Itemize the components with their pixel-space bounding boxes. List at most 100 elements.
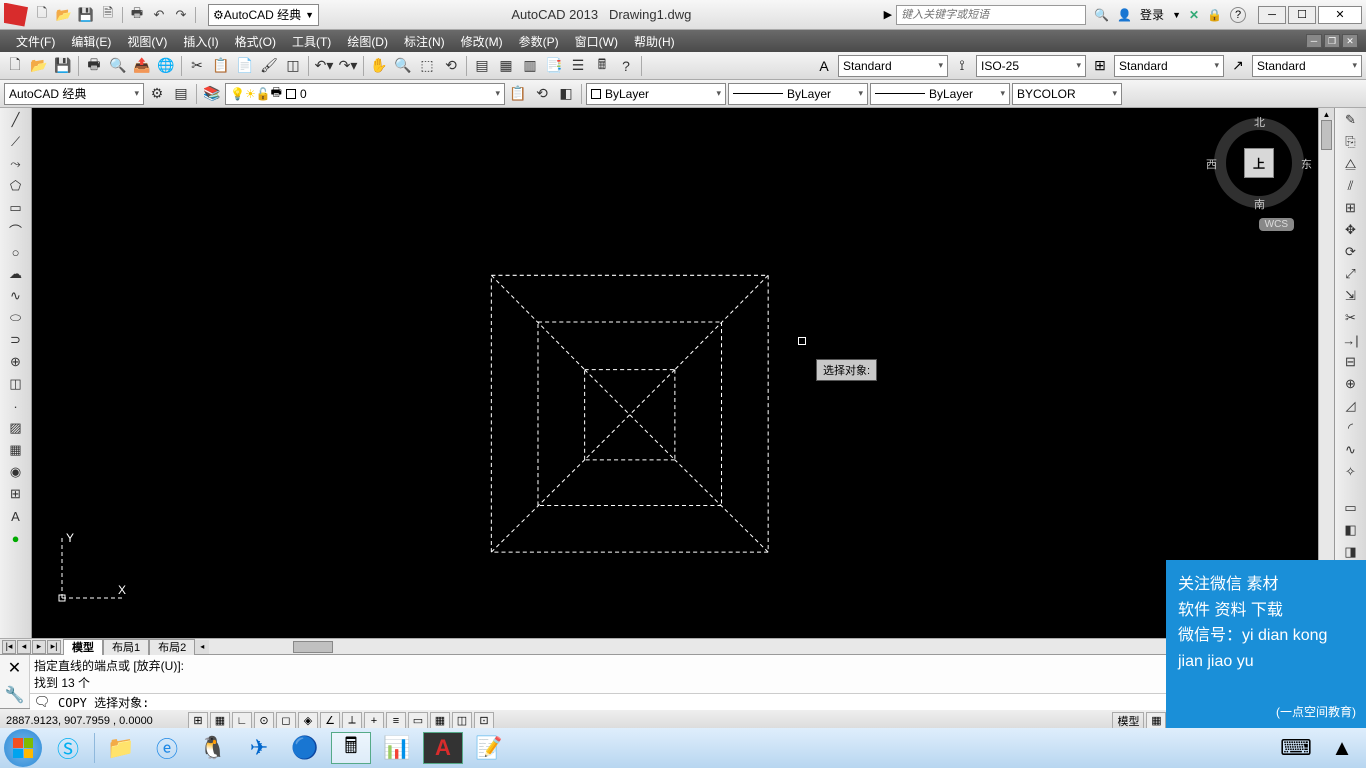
dimstyle-icon[interactable]: ⟟ xyxy=(950,55,974,77)
markup-icon[interactable]: ☰ xyxy=(567,55,589,77)
ellipsearc-icon[interactable]: ⊃ xyxy=(5,330,27,350)
toolpalette-icon[interactable]: ▥ xyxy=(519,55,541,77)
blend-icon[interactable]: ∿ xyxy=(1340,440,1362,460)
notes-icon[interactable]: 📝 xyxy=(469,732,509,764)
drawfront-icon[interactable]: ◧ xyxy=(1340,520,1362,540)
point-icon[interactable]: · xyxy=(5,396,27,416)
menu-item[interactable]: 标注(N) xyxy=(396,31,453,52)
matchprop-icon[interactable]: 🖌 xyxy=(258,55,280,77)
insert-icon[interactable]: ⊕ xyxy=(5,352,27,372)
saveas-icon[interactable]: 🗎 xyxy=(98,5,118,25)
help-icon[interactable]: ? xyxy=(1230,7,1246,23)
explode-icon[interactable]: ✧ xyxy=(1340,462,1362,482)
pan-icon[interactable]: ✋ xyxy=(368,55,390,77)
grid-button[interactable]: ▦ xyxy=(210,712,230,730)
stretch-icon[interactable]: ⇲ xyxy=(1340,286,1362,306)
dyn-button[interactable]: + xyxy=(364,712,384,730)
linetype-dropdown[interactable]: ByLayer▾ xyxy=(728,83,868,105)
chamfer-icon[interactable]: ◿ xyxy=(1340,396,1362,416)
quickview-layouts-icon[interactable]: ▦ xyxy=(1146,712,1166,730)
layer-dropdown[interactable]: 💡 ☀ 🔓 🖶 0▾ xyxy=(225,83,505,105)
app-logo-icon[interactable] xyxy=(4,3,28,27)
erase-icon[interactable]: ✎ xyxy=(1340,110,1362,130)
am-button[interactable]: ⊡ xyxy=(474,712,494,730)
lwt-button[interactable]: ≡ xyxy=(386,712,406,730)
drawrect-icon[interactable]: ▭ xyxy=(1340,498,1362,518)
skype-icon[interactable]: Ⓢ xyxy=(48,732,88,764)
undo-icon[interactable]: ↶▾ xyxy=(313,55,335,77)
menu-item[interactable]: 工具(T) xyxy=(284,31,339,52)
viewcube[interactable]: 上 北 南 东 西 xyxy=(1214,118,1304,208)
array-icon[interactable]: ⊞ xyxy=(1340,198,1362,218)
addselected-icon[interactable]: ● xyxy=(5,528,27,548)
autocad-task-icon[interactable]: A xyxy=(423,732,463,764)
print-icon[interactable]: 🖶 xyxy=(127,5,147,25)
menu-item[interactable]: 修改(M) xyxy=(453,31,511,52)
tray-keyboard-icon[interactable]: ⌨ xyxy=(1276,732,1316,764)
arc-icon[interactable]: ⌒ xyxy=(5,220,27,240)
mleaderstyle-dropdown[interactable]: Standard▾ xyxy=(1252,55,1362,77)
circle-icon[interactable]: ○ xyxy=(5,242,27,262)
extend-icon[interactable]: →| xyxy=(1340,330,1362,350)
scale-icon[interactable]: ⤢ xyxy=(1340,264,1362,284)
menu-item[interactable]: 编辑(E) xyxy=(63,31,119,52)
vertical-scrollbar[interactable]: ▲ ▼ xyxy=(1318,108,1334,624)
ellipse-icon[interactable]: ⬭ xyxy=(5,308,27,328)
search-input[interactable] xyxy=(896,5,1086,25)
hatch-icon[interactable]: ▨ xyxy=(5,418,27,438)
break-icon[interactable]: ⊟ xyxy=(1340,352,1362,372)
360-icon[interactable]: 🔵 xyxy=(285,732,325,764)
new-icon[interactable]: 🗋 xyxy=(32,5,52,25)
3dprint-icon[interactable]: 🌐 xyxy=(155,55,177,77)
rotate-icon[interactable]: ⟳ xyxy=(1340,242,1362,262)
maxthon-icon[interactable]: ✈ xyxy=(239,732,279,764)
drawing-canvas[interactable]: 上 北 南 东 西 WCS 选择对象: Y X ▲ ▼ xyxy=(32,108,1334,638)
calc-icon[interactable]: 🖩 xyxy=(331,732,371,764)
menu-item[interactable]: 格式(O) xyxy=(227,31,284,52)
menu-item[interactable]: 帮助(H) xyxy=(626,31,683,52)
rectangle-icon[interactable]: ▭ xyxy=(5,198,27,218)
menu-item[interactable]: 参数(P) xyxy=(511,31,567,52)
lock-icon[interactable]: 🔒 xyxy=(1207,8,1222,22)
doc-minimize-button[interactable]: ─ xyxy=(1306,34,1322,48)
workspace-dropdown[interactable]: ⚙ AutoCAD 经典 ▼ xyxy=(208,4,319,26)
maximize-button[interactable]: ☐ xyxy=(1288,6,1316,24)
workspace-dropdown-2[interactable]: AutoCAD 经典▾ xyxy=(4,83,144,105)
save-icon[interactable]: 💾 xyxy=(76,5,96,25)
offset-icon[interactable]: ⫽ xyxy=(1340,176,1362,196)
snap-button[interactable]: ⊞ xyxy=(188,712,208,730)
gradient-icon[interactable]: ▦ xyxy=(5,440,27,460)
pline-icon[interactable]: ⤳ xyxy=(5,154,27,174)
doc-close-button[interactable]: ✕ xyxy=(1342,34,1358,48)
save-icon[interactable]: 💾 xyxy=(52,55,74,77)
menu-item[interactable]: 插入(I) xyxy=(175,31,226,52)
preview-icon[interactable]: 🔍 xyxy=(107,55,129,77)
qq-icon[interactable]: 🐧 xyxy=(193,732,233,764)
open-icon[interactable]: 📂 xyxy=(54,5,74,25)
polar-button[interactable]: ⊙ xyxy=(254,712,274,730)
zoom-prev-icon[interactable]: ⟲ xyxy=(440,55,462,77)
blockeditor-icon[interactable]: ◫ xyxy=(282,55,304,77)
otrack-button[interactable]: ∠ xyxy=(320,712,340,730)
menu-item[interactable]: 绘图(D) xyxy=(339,31,396,52)
open-icon[interactable]: 📂 xyxy=(28,55,50,77)
cmd-settings-icon[interactable]: 🔧 xyxy=(5,685,25,705)
tray-up-icon[interactable]: ▲ xyxy=(1322,732,1362,764)
ortho-button[interactable]: ∟ xyxy=(232,712,252,730)
menu-item[interactable]: 视图(V) xyxy=(119,31,175,52)
plot-icon[interactable]: 🖶 xyxy=(83,55,105,77)
mydocs-icon[interactable]: ▤ xyxy=(170,83,192,105)
mtext-icon[interactable]: A xyxy=(5,506,27,526)
mirror-icon[interactable]: ⧋ xyxy=(1340,154,1362,174)
calc2-icon[interactable]: 📊 xyxy=(377,732,417,764)
textstyle-dropdown[interactable]: Standard▾ xyxy=(838,55,948,77)
ie-icon[interactable]: ⓔ xyxy=(147,732,187,764)
user-icon[interactable]: 👤 xyxy=(1117,8,1132,22)
block-icon[interactable]: ◫ xyxy=(5,374,27,394)
sheetset-icon[interactable]: 📑 xyxy=(543,55,565,77)
line-icon[interactable]: ╱ xyxy=(5,110,27,130)
help-icon[interactable]: ? xyxy=(615,55,637,77)
cmd-close-icon[interactable]: ✕ xyxy=(8,658,21,678)
color-dropdown[interactable]: ByLayer▾ xyxy=(586,83,726,105)
menu-item[interactable]: 文件(F) xyxy=(8,31,63,52)
